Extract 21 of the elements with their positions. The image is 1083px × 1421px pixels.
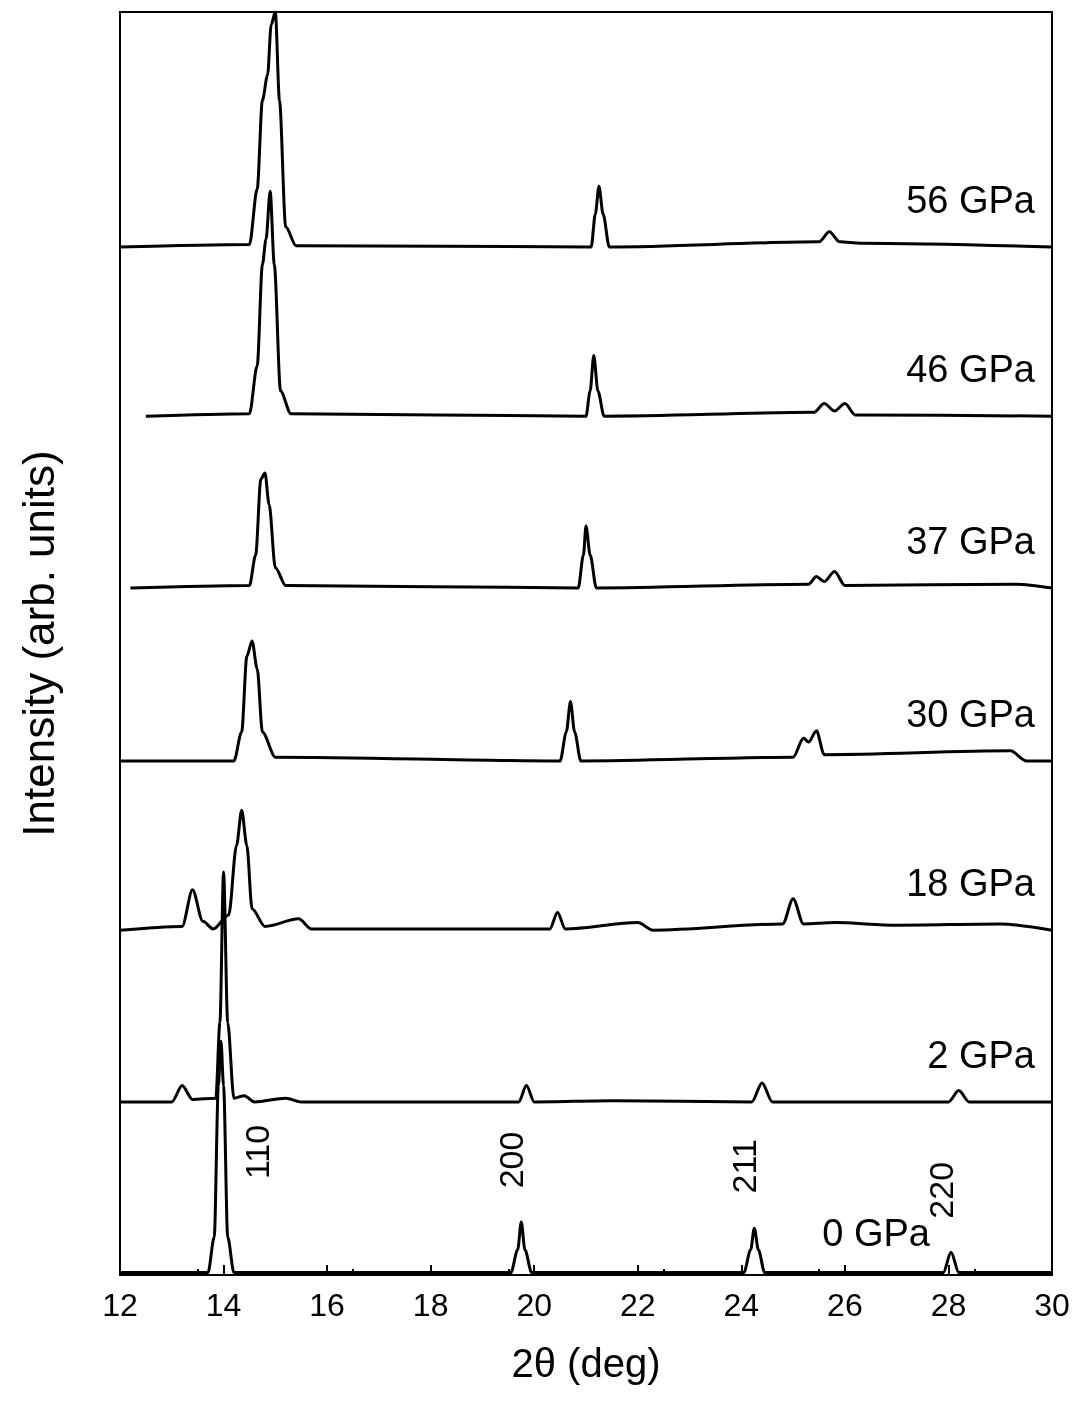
x-tick-label: 18 [412,1287,449,1323]
series-label: 46 GPa [906,348,1036,391]
series-label: 2 GPa [927,1033,1036,1076]
x-tick-label: 30 [1034,1287,1070,1323]
x-tick-label: 20 [516,1287,553,1323]
y-axis-title: Intensity (arb. units) [13,450,63,837]
annotation: 211 [725,1139,764,1194]
x-tick-label: 12 [102,1287,138,1323]
series-label: 30 GPa [906,692,1036,735]
series-label: 18 GPa [906,862,1036,905]
annotation: 110 [237,1124,276,1180]
x-tick-label: 28 [930,1287,967,1323]
x-axis-title: 2θ (deg) [511,1341,661,1385]
series-label: 56 GPa [906,178,1036,221]
annotation: 200 [492,1131,531,1189]
x-tick-label: 22 [619,1287,656,1323]
x-tick-label: 14 [205,1287,242,1323]
x-tick-label: 24 [723,1287,760,1323]
series-label: 37 GPa [906,519,1036,562]
x-tick-label: 16 [309,1287,345,1323]
x-tick-label: 26 [827,1287,863,1323]
